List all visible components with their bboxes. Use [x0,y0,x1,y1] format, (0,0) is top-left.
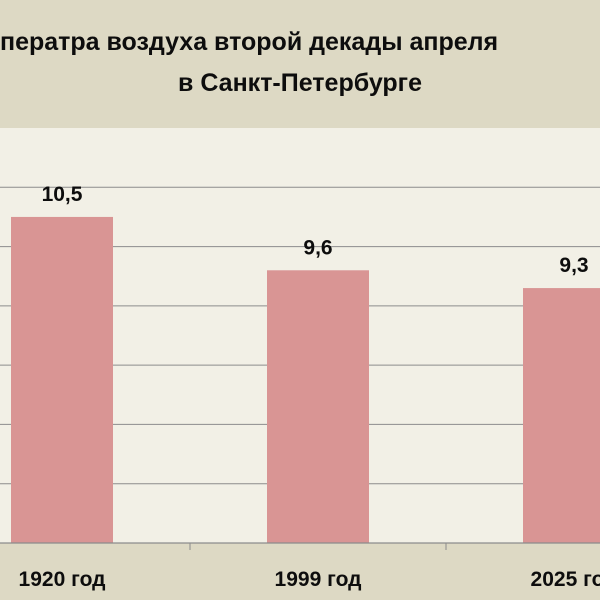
chart-title-line-1: Температра воздуха второй декады апреля [0,28,498,56]
bar-1920-год [11,216,113,543]
data-label-1920-год: 10,5 [42,183,83,206]
category-label-2025-год: 2025 год [531,568,600,591]
category-labels: 1920 год 1999 год 2025 год [19,568,600,591]
bars [11,216,600,543]
chart-title-line-2: в Санкт-Петербурге [178,69,422,97]
bar-1999-год [267,270,369,543]
data-label-1999-год: 9,6 [303,236,332,259]
bar-2025-год [523,288,600,543]
data-label-2025-год: 9,3 [559,254,588,277]
data-labels: 10,5 9,6 9,3 [42,183,589,277]
category-label-1920-год: 1920 год [19,568,106,591]
x-axis-ticks [189,543,447,550]
category-label-1999-год: 1999 год [275,568,362,591]
